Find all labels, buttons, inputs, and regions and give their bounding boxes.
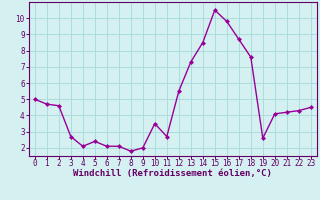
X-axis label: Windchill (Refroidissement éolien,°C): Windchill (Refroidissement éolien,°C) [73, 169, 272, 178]
